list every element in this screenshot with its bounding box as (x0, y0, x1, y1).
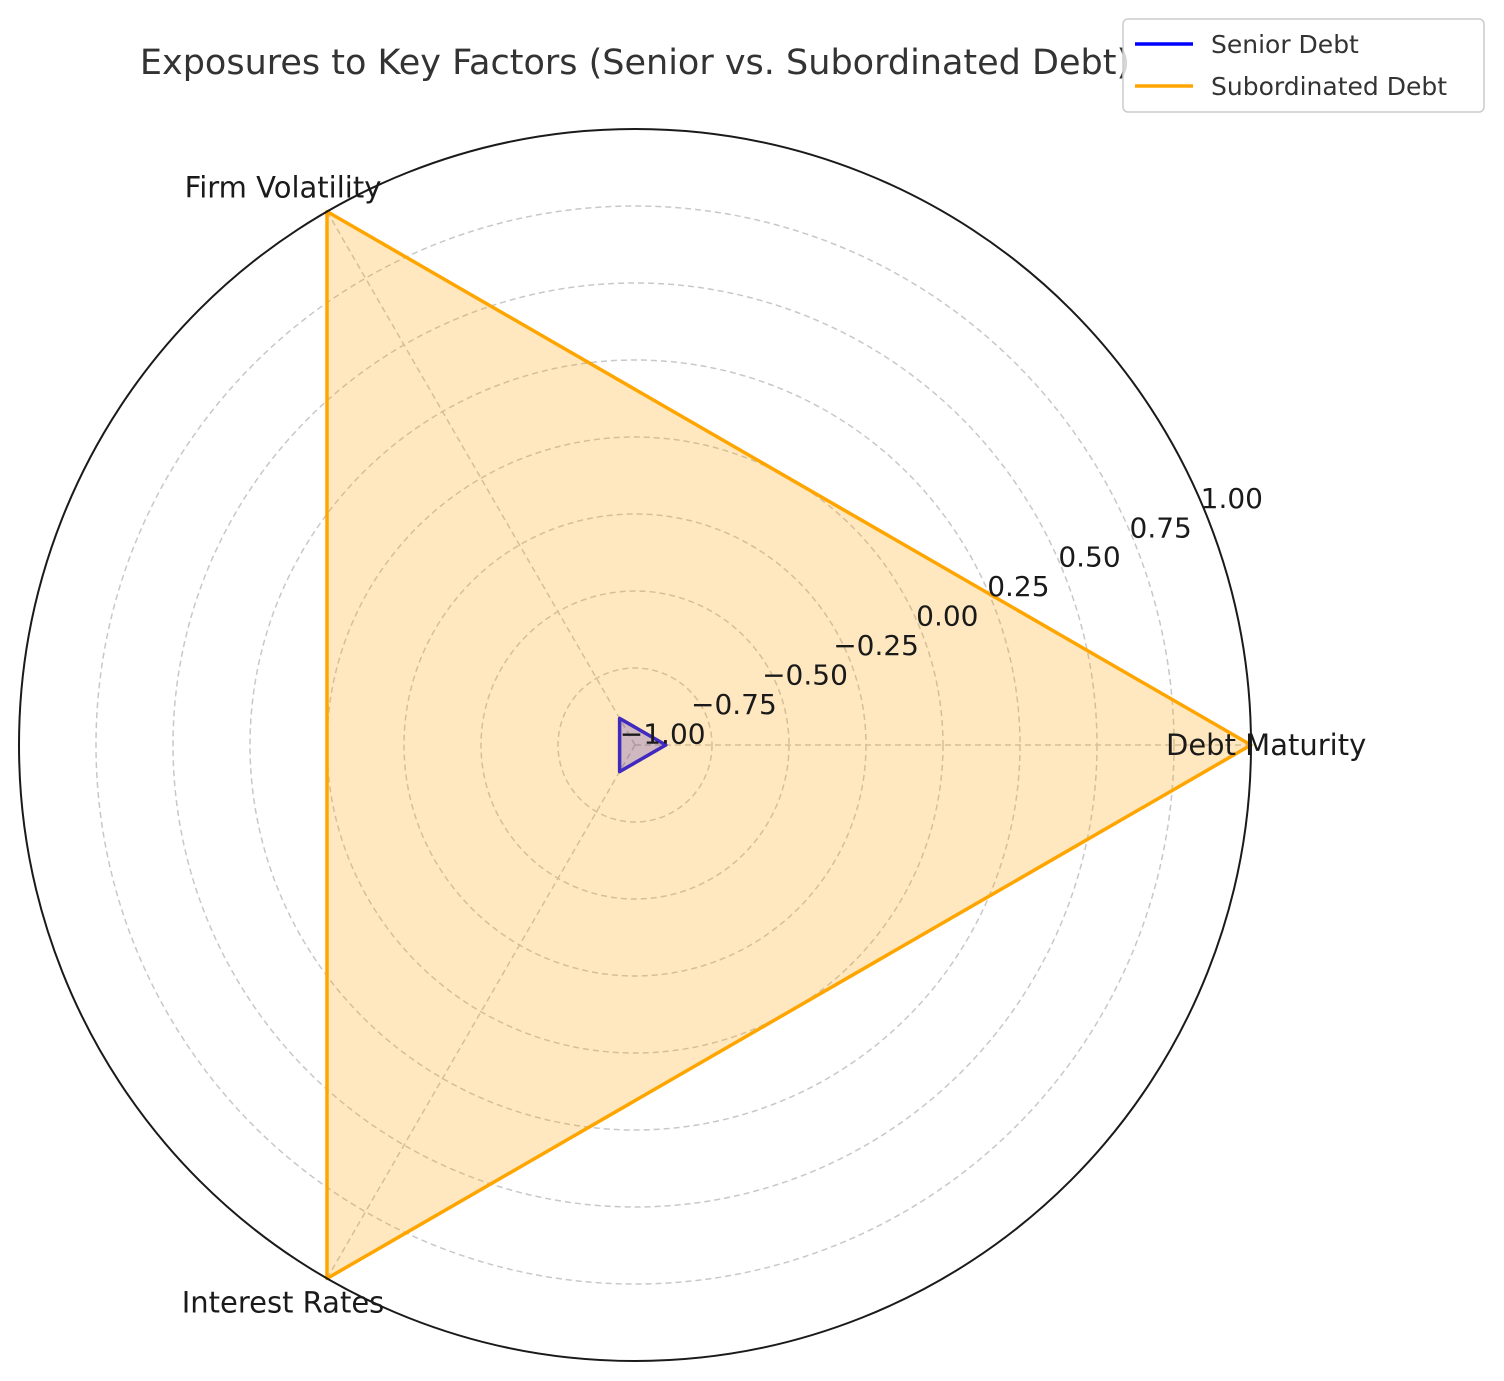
category-label-2: Interest Rates (182, 1286, 385, 1320)
radial-tick-label: 0.25 (987, 570, 1049, 603)
series-fill-1 (327, 211, 1251, 1279)
radial-tick-label: 0.50 (1058, 541, 1120, 574)
polar-frame (18, 128, 1252, 1362)
grid-ring-4 (326, 436, 944, 1054)
radial-tick-label: 0.75 (1130, 511, 1192, 544)
grid-spoke-2 (326, 744, 636, 1279)
radial-tick-label: 0.00 (916, 600, 978, 633)
radial-tick-label: 1.00 (1201, 482, 1263, 515)
series-layer (325, 209, 1253, 1281)
legend-label-1: Subordinated Debt (1211, 72, 1447, 101)
grid-ring-1 (557, 667, 713, 823)
series-fill-0 (619, 718, 666, 772)
category-label-1: Firm Volatility (185, 170, 382, 204)
radial-tick-label: −1.00 (620, 718, 706, 751)
grid-ring-7 (95, 205, 1175, 1285)
series-line-1 (325, 209, 1253, 1281)
legend-label-0: Senior Debt (1211, 30, 1359, 59)
radial-tick-label: −0.25 (833, 629, 919, 662)
legend-frame (1122, 18, 1485, 113)
radial-tick-label: −0.50 (762, 659, 848, 692)
category-label-0: Debt Maturity (1166, 728, 1366, 762)
radial-tick-label: −0.75 (691, 688, 777, 721)
series-line-0 (617, 716, 668, 774)
grid-layer (95, 205, 1251, 1285)
grid-spoke-1 (326, 211, 636, 746)
label-layer: −1.00−0.75−0.50−0.250.00 0.25 0.50 0.75 1.00… (182, 170, 1367, 1319)
legend: Senior Debt Subordinated Debt (1122, 18, 1485, 113)
chart-title: Exposures to Key Factors (Senior vs. Sub… (140, 43, 1130, 83)
